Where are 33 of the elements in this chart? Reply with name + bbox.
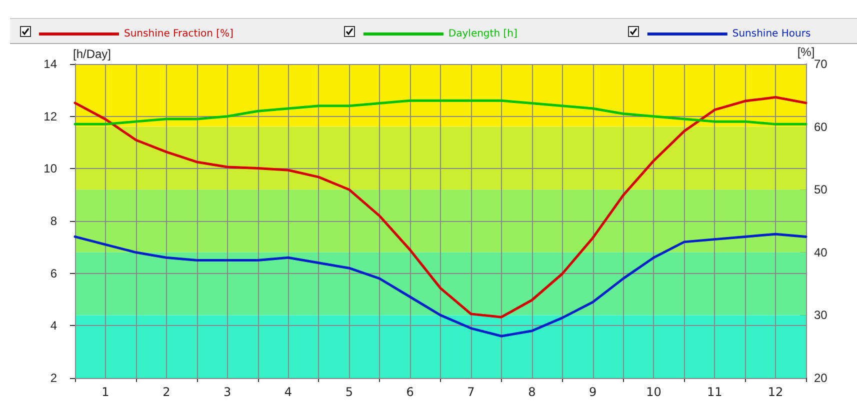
x-tick-label: 8 [528, 385, 536, 399]
y-tick-label: 4 [50, 318, 58, 333]
y2-tick-label: 40 [814, 245, 828, 260]
x-tick-label: 5 [345, 385, 353, 399]
y2-tick-label: 60 [814, 120, 828, 134]
x-tick-label: 9 [588, 385, 597, 399]
x-tick-label: 4 [284, 385, 292, 399]
line-series [74, 96, 808, 318]
y2-tick-label: 30 [814, 308, 828, 322]
x-tick-label: 11 [706, 385, 722, 399]
y2-tick-label: 50 [814, 182, 828, 197]
x-tick-label: 12 [768, 385, 784, 399]
x-tick-label: 1 [102, 385, 110, 399]
text: Sunshine Fraction [%] [124, 28, 234, 40]
x-tick-label: 3 [223, 385, 232, 399]
y-axis-title: [h/Day] [73, 47, 112, 61]
y-tick-label: 2 [50, 371, 58, 385]
y-tick-label: 8 [50, 214, 58, 228]
x-tick-label: 7 [467, 385, 475, 399]
y2-tick-label: 70 [814, 57, 828, 71]
x-tick-label: 2 [162, 385, 170, 399]
line-series [74, 232, 808, 338]
y-tick-label: 14 [44, 57, 58, 71]
x-tick-label: 10 [646, 385, 662, 399]
y-tick-label: 6 [50, 266, 58, 280]
x-tick-label: 6 [406, 385, 414, 399]
text: Daylength [h] [448, 28, 518, 40]
text: Sunshine Hours [732, 28, 811, 40]
y2-axis-title: [%] [797, 45, 815, 60]
y-tick-label: 10 [44, 162, 58, 176]
y2-tick-label: 20 [814, 371, 828, 385]
line-series [74, 99, 808, 126]
y-tick-label: 12 [44, 109, 58, 124]
